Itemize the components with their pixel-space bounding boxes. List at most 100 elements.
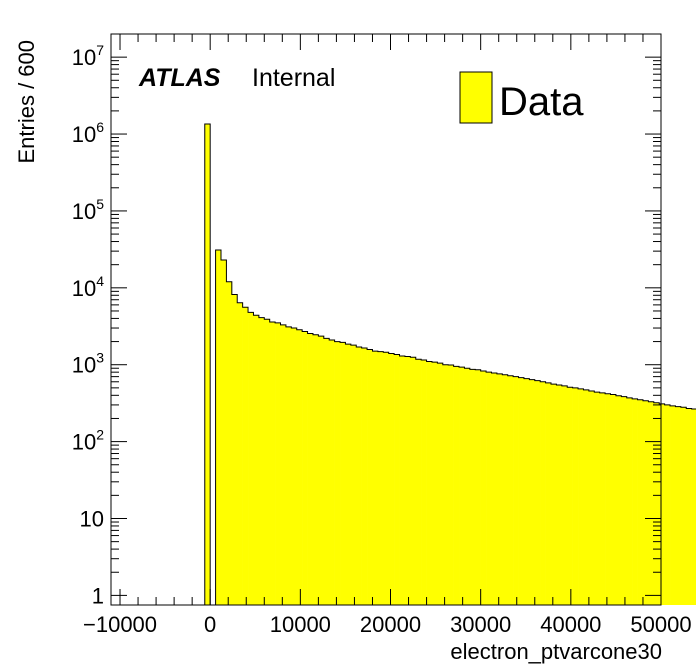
histogram-bar	[448, 365, 454, 605]
histogram-bar	[453, 366, 460, 605]
histogram-bar	[329, 339, 335, 605]
histogram-bar	[653, 402, 660, 605]
histogram-bar	[377, 351, 384, 605]
histogram-bar	[648, 401, 655, 605]
histogram-bar	[285, 326, 292, 605]
histogram-bar	[605, 393, 611, 605]
histogram-bar	[399, 355, 406, 605]
histogram-bar	[361, 347, 368, 605]
histogram-bar	[296, 329, 303, 605]
histogram-bar	[388, 353, 395, 605]
histogram-bar	[404, 356, 411, 605]
histogram-bar	[621, 396, 628, 605]
x-tick-label: −10000	[83, 612, 157, 637]
x-tick-label: 40000	[540, 612, 601, 637]
histogram-bar	[469, 369, 476, 605]
histogram-bar	[248, 312, 254, 605]
histogram-bar	[459, 367, 465, 605]
histogram-bar	[551, 384, 557, 605]
histogram-bar	[312, 334, 319, 605]
x-tick-label: 10000	[270, 612, 331, 637]
histogram-bar	[356, 347, 362, 605]
histogram-bar	[670, 405, 676, 605]
histogram-bar	[615, 395, 622, 605]
histogram-bar	[204, 124, 211, 606]
atlas-label: ATLAS	[138, 64, 221, 92]
histogram-bar	[350, 345, 357, 605]
histogram-bar	[258, 317, 265, 605]
histogram-bar	[513, 376, 519, 605]
histogram-bar	[340, 342, 346, 605]
histogram-bar	[529, 379, 536, 605]
histogram-bar	[626, 397, 633, 605]
histogram-bar	[269, 321, 276, 605]
plot-frame	[110, 33, 662, 606]
histogram-bar	[480, 370, 487, 605]
histogram-bar	[583, 389, 590, 605]
histogram-bar	[637, 399, 644, 605]
x-tick-label: 50000	[630, 612, 691, 637]
histogram-bar	[659, 403, 665, 605]
y-tick-label: 106	[72, 119, 104, 147]
histogram-bar	[226, 281, 233, 605]
histogram-bar	[394, 354, 400, 605]
x-axis-label: electron_ptvarcone30	[450, 639, 662, 664]
histogram-bar	[561, 385, 568, 605]
histogram-bar	[410, 357, 417, 605]
histogram-bar	[486, 372, 492, 605]
histogram-bar	[540, 381, 546, 605]
histogram-bar	[280, 324, 287, 605]
histogram-bar	[556, 384, 563, 605]
histogram-bar	[675, 406, 682, 605]
histogram-bar	[437, 363, 444, 605]
histogram-bars	[204, 124, 696, 606]
axis-ticks	[111, 33, 662, 605]
histogram-bar	[534, 380, 541, 605]
histogram-bar	[367, 349, 373, 605]
x-tick-label: 30000	[450, 612, 511, 637]
histogram-bar	[291, 328, 298, 605]
histogram-bar	[242, 307, 249, 605]
histogram-bar	[594, 392, 600, 605]
histogram-bar	[523, 378, 530, 605]
histogram-bar	[599, 392, 606, 605]
histogram-bar	[307, 333, 314, 605]
histogram-bar	[334, 341, 341, 605]
histogram-bar	[691, 409, 696, 605]
histogram-bar	[221, 260, 227, 605]
histogram-bar	[431, 362, 438, 605]
histogram-bar	[231, 294, 238, 605]
atlas-status-label: Internal	[252, 64, 335, 92]
histogram-bar	[518, 377, 525, 605]
legend-label: Data	[499, 80, 584, 124]
histogram-bar	[545, 382, 552, 605]
histogram-bar	[632, 398, 638, 605]
y-axis-label: Entries / 600	[14, 40, 39, 164]
y-tick-label: 105	[72, 196, 104, 224]
histogram-bar	[383, 352, 390, 605]
histogram-bar	[264, 319, 270, 605]
y-tick-label: 107	[72, 42, 104, 70]
histogram-bar	[415, 359, 422, 605]
histogram-bar	[680, 407, 687, 605]
y-tick-label: 102	[72, 427, 104, 455]
histogram-bar	[215, 250, 222, 606]
histogram-outline	[204, 123, 696, 606]
histogram-bar	[302, 331, 308, 605]
histogram-bar	[318, 336, 325, 605]
histogram-bar	[642, 400, 649, 605]
y-tick-labels: 1 10 102 103 104 105 106 107	[72, 42, 104, 608]
histogram-bar	[426, 361, 433, 605]
histogram-bar	[464, 368, 471, 605]
histogram-bar	[578, 388, 584, 605]
histogram-bar	[237, 302, 243, 605]
x-tick-labels: −10000 0 10000 20000 30000 40000 50000	[83, 612, 692, 637]
x-tick-label: 0	[204, 612, 216, 637]
histogram-bar	[421, 360, 427, 605]
histogram-bar	[442, 364, 449, 605]
histogram-bar	[664, 404, 671, 605]
histogram-bar	[475, 369, 481, 605]
y-tick-label: 10	[80, 507, 104, 532]
y-tick-label: 1	[92, 583, 104, 608]
